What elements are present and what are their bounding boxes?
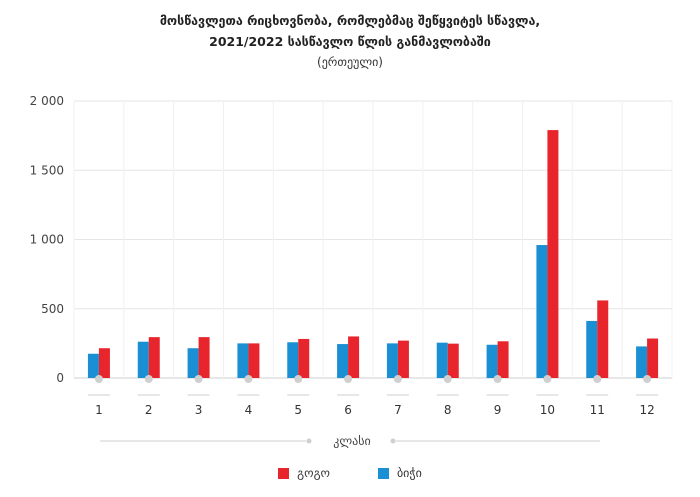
bar-boys xyxy=(486,344,498,378)
bar-girls xyxy=(298,338,310,378)
x-tick-label: 4 xyxy=(245,403,253,417)
x-tick-dot xyxy=(493,375,502,383)
chart-legend: გოგო ბიჭი xyxy=(0,466,700,480)
bar-boys xyxy=(586,320,598,378)
bar-boys xyxy=(536,245,548,378)
x-tick-label: 6 xyxy=(344,403,352,417)
bar-girls xyxy=(397,340,409,378)
bar-boys xyxy=(137,341,149,378)
bar-boys xyxy=(187,348,199,378)
x-tick-dot xyxy=(144,375,153,383)
x-tick-label: 9 xyxy=(494,403,502,417)
x-tick-label: 12 xyxy=(639,403,654,417)
y-tick-label: 1 000 xyxy=(30,233,64,247)
xlabel-dot-right xyxy=(390,438,396,444)
chart-title-block: მოსწავლეთა რიცხოვნობა, რომლებმაც შეწყვიტ… xyxy=(0,10,700,72)
x-tick-dot xyxy=(94,375,103,383)
x-tick-dot xyxy=(294,375,303,383)
bar-boys xyxy=(436,342,448,378)
bar-girls xyxy=(248,343,260,378)
x-tick-dot xyxy=(543,375,552,383)
bar-girls xyxy=(198,337,210,378)
bar-boys xyxy=(386,343,398,378)
y-tick-label: 500 xyxy=(41,302,64,316)
legend-swatch-boys xyxy=(377,467,389,479)
bar-boys xyxy=(636,346,648,378)
y-tick-label: 2 000 xyxy=(30,94,64,108)
bar-girls xyxy=(497,341,509,378)
bar-girls xyxy=(98,348,110,378)
bar-girls xyxy=(597,300,609,378)
bar-boys xyxy=(337,344,349,378)
bar-girls xyxy=(647,338,659,378)
x-tick-label: 3 xyxy=(195,403,203,417)
legend-swatch-girls xyxy=(278,467,290,479)
x-axis-title: კლასი xyxy=(333,434,370,448)
x-tick-label: 7 xyxy=(394,403,402,417)
legend-item-girls[interactable]: გოგო xyxy=(278,466,330,480)
chart-title-line-2: 2021/2022 სასწავლო წლის განმავლობაში xyxy=(209,34,491,49)
legend-item-boys[interactable]: ბიჭი xyxy=(377,466,422,480)
x-tick-dot xyxy=(443,375,452,383)
bar-boys xyxy=(237,343,249,378)
bar-boys xyxy=(287,342,299,378)
bar-girls xyxy=(547,130,559,378)
x-tick-label: 11 xyxy=(590,403,605,417)
y-tick-label: 1 500 xyxy=(30,163,64,177)
x-tick-dot xyxy=(194,375,203,383)
x-tick-label: 1 xyxy=(95,403,103,417)
x-tick-label: 2 xyxy=(145,403,153,417)
chart-subtitle: (ერთეული) xyxy=(317,55,383,69)
x-tick-label: 8 xyxy=(444,403,452,417)
bar-girls xyxy=(148,337,160,378)
bar-boys xyxy=(87,353,99,378)
legend-label-boys: ბიჭი xyxy=(396,466,422,480)
bar-girls xyxy=(447,343,459,378)
x-tick-dot xyxy=(643,375,652,383)
x-tick-label: 5 xyxy=(294,403,302,417)
legend-label-girls: გოგო xyxy=(297,466,330,480)
chart-title-line-1: მოსწავლეთა რიცხოვნობა, რომლებმაც შეწყვიტ… xyxy=(159,13,541,28)
x-tick-label: 10 xyxy=(540,403,555,417)
x-tick-dot xyxy=(244,375,253,383)
x-tick-dot xyxy=(344,375,353,383)
bar-girls xyxy=(348,336,360,378)
x-tick-dot xyxy=(393,375,402,383)
x-tick-dot xyxy=(593,375,602,383)
y-tick-label: 0 xyxy=(56,371,64,385)
xlabel-dot-left xyxy=(306,438,312,444)
